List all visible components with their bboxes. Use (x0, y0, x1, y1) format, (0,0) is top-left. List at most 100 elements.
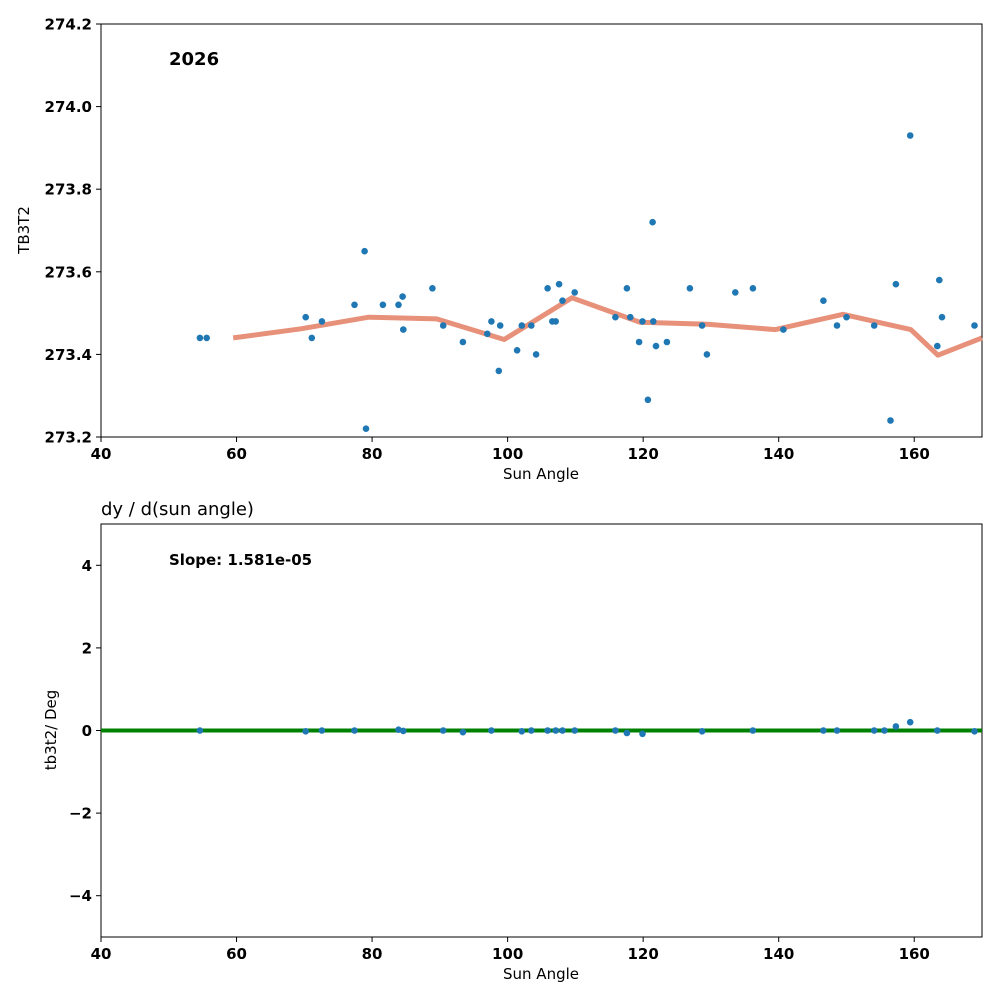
data-point (399, 293, 406, 300)
data-point (488, 318, 495, 325)
derivative-point (833, 727, 841, 734)
data-point (196, 334, 204, 342)
y-ticks-group: 273.2 273.4 273.6 273.8 274.0 274.2 (45, 16, 101, 447)
x-tick-label: 100 (492, 945, 523, 963)
x-ticks-group: 40 60 80 100 120 140 160 (91, 937, 930, 963)
data-point (820, 297, 827, 305)
data-point (612, 313, 619, 321)
data-point (555, 280, 563, 288)
data-point (971, 322, 978, 329)
data-point (518, 322, 526, 329)
y-tick-label: 273.6 (45, 263, 92, 281)
derivative-point (870, 727, 878, 734)
slope-annotation: Slope: 1.581e-05 (169, 551, 312, 569)
data-point (559, 297, 566, 305)
y-tick-label: 2 (82, 639, 92, 657)
x-ticks-group: 40 60 80 100 120 140 160 (91, 437, 930, 463)
derivative-point (906, 718, 914, 726)
top-y-axis-label: TB3T2 (15, 206, 33, 255)
data-point (532, 351, 540, 358)
derivative-title: dy / d(sun angle) (101, 499, 254, 520)
x-tick-label: 160 (899, 945, 930, 963)
derivative-point (881, 727, 888, 734)
x-tick-label: 120 (627, 945, 658, 963)
derivative-point (544, 727, 551, 734)
x-tick-label: 100 (492, 445, 523, 463)
data-point (938, 313, 946, 321)
derivative-point (820, 727, 827, 734)
data-point (203, 334, 210, 342)
top-panel: 40 60 80 100 120 140 160 273.2273.4273.6273.82… (15, 16, 983, 483)
derivative-point (488, 727, 495, 734)
x-tick-label: 120 (627, 445, 658, 463)
derivative-point (552, 727, 559, 734)
data-point (644, 396, 652, 404)
data-point (639, 318, 646, 325)
data-point (934, 342, 941, 350)
derivative-point (934, 727, 941, 734)
derivative-point (528, 727, 535, 734)
y-tick-label: 274.0 (45, 98, 92, 116)
x-tick-label: 60 (226, 945, 247, 963)
x-tick-label: 80 (362, 945, 383, 963)
derivative-point (698, 728, 706, 735)
data-point (635, 338, 643, 346)
data-point (623, 285, 631, 292)
bottom-panel: dy / d(sun angle) 40 60 80 100 120 140 160 −4−… (42, 499, 983, 983)
data-point (362, 425, 370, 433)
trend-line (232, 295, 983, 358)
data-point (484, 330, 491, 338)
data-point (749, 285, 757, 292)
data-point (379, 301, 387, 309)
data-point (528, 322, 535, 329)
x-tick-label: 140 (763, 945, 794, 963)
data-point (429, 285, 436, 292)
data-point (459, 338, 467, 346)
data-point (400, 326, 407, 333)
derivative-point (639, 730, 646, 738)
derivative-point (623, 729, 631, 737)
data-point (627, 313, 634, 321)
data-point (351, 301, 358, 309)
x-tick-label: 160 (899, 445, 930, 463)
year-annotation: 2026 (169, 49, 219, 70)
x-tick-label: 40 (91, 445, 112, 463)
data-point (496, 322, 504, 329)
data-point (302, 313, 310, 321)
data-point (439, 322, 447, 329)
x-tick-label: 140 (763, 445, 794, 463)
y-tick-label: 273.4 (45, 346, 92, 364)
top-plot-frame (100, 23, 983, 438)
derivative-point (400, 727, 407, 735)
data-point (649, 218, 656, 226)
data-point (698, 322, 706, 329)
derivative-point (518, 728, 526, 735)
derivative-point (459, 728, 467, 736)
data-point (663, 338, 671, 346)
derivative-point (971, 728, 978, 735)
x-tick-label: 40 (91, 945, 112, 963)
derivative-point (612, 727, 619, 734)
x-tick-label: 60 (226, 445, 247, 463)
data-point (513, 347, 521, 354)
derivative-point (749, 727, 757, 734)
y-ticks-group: −4 −2 0 2 4 (69, 557, 101, 905)
derivative-point (302, 728, 310, 735)
data-point (887, 417, 894, 424)
data-point (495, 367, 503, 375)
data-point (892, 280, 900, 288)
bottom-y-axis-label: tb3t2/ Deg (42, 690, 60, 771)
derivative-point (559, 727, 566, 734)
y-tick-label: 274.2 (45, 16, 92, 34)
y-tick-label: 273.8 (45, 181, 92, 199)
data-point (870, 322, 878, 329)
data-point (843, 313, 850, 321)
data-point (703, 351, 711, 358)
derivative-point (318, 727, 326, 734)
y-tick-label: 4 (82, 557, 92, 575)
derivative-point (196, 727, 204, 734)
derivative-point (571, 727, 578, 734)
y-tick-label: −2 (69, 805, 92, 823)
derivative-point (892, 723, 900, 730)
